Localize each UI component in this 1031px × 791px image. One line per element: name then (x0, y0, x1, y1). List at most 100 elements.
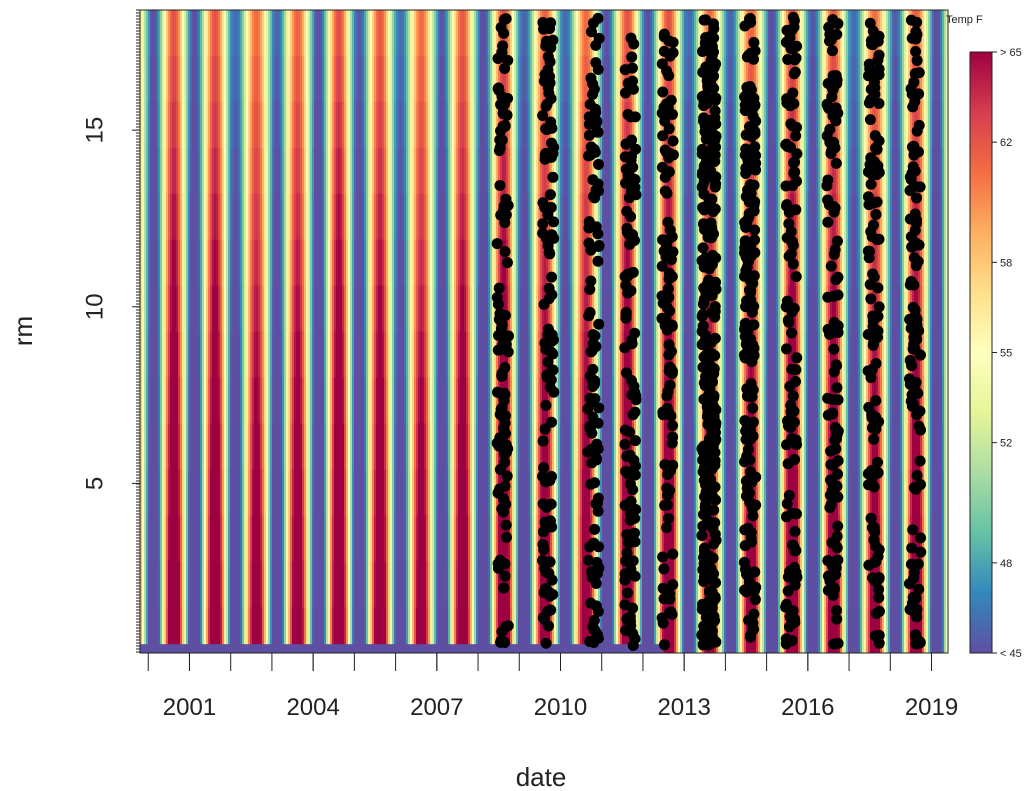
heatmap-cell (570, 423, 573, 470)
heatmap-cell (308, 239, 311, 287)
heatmap-cell (782, 561, 785, 608)
heatmap-cell (558, 55, 561, 103)
heatmap-cell (346, 147, 349, 195)
heatmap-cell (616, 561, 619, 608)
heatmap-cell (698, 193, 701, 241)
heatmap-cell (572, 331, 575, 379)
heatmap-cell (654, 515, 657, 562)
heatmap-cell (536, 147, 539, 195)
heatmap-cell (782, 55, 785, 103)
heatmap-cell (192, 10, 195, 57)
heatmap-cell (850, 469, 853, 516)
heatmap-cell (386, 239, 389, 287)
heatmap-cell (660, 607, 663, 653)
heatmap-cell (248, 193, 251, 241)
heatmap-cell (772, 55, 775, 103)
heatmap-cell (164, 55, 167, 103)
heatmap-cell (318, 469, 321, 516)
heatmap-cell (850, 515, 853, 562)
heatmap-cell (410, 147, 413, 195)
heatmap-cell (254, 377, 257, 424)
heatmap-cell (642, 561, 645, 608)
heatmap-cell (240, 515, 243, 562)
heatmap-cell (396, 285, 399, 333)
heatmap-cell (330, 607, 333, 653)
heatmap-cell (480, 331, 483, 379)
heatmap-cell (462, 561, 465, 608)
heatmap-cell (814, 561, 817, 608)
heatmap-cell (772, 469, 775, 516)
heatmap-cell (338, 469, 341, 516)
heatmap-cell (646, 285, 649, 333)
heatmap-cell (148, 101, 151, 149)
heatmap-cell (300, 55, 303, 103)
heatmap-cell (384, 607, 387, 653)
heatmap-cell (658, 515, 661, 562)
heatmap-cell (572, 607, 575, 653)
heatmap-cell (636, 331, 639, 379)
heatmap-cell (152, 331, 155, 379)
heatmap-cell (442, 285, 445, 333)
heatmap-cell (348, 423, 351, 470)
heatmap-cell (514, 55, 517, 103)
heatmap-cell (364, 193, 367, 241)
heatmap-cell (282, 607, 285, 653)
heatmap-cell (188, 147, 191, 195)
heatmap-cell (744, 515, 747, 562)
heatmap-cell (174, 101, 177, 149)
heatmap-cell (734, 561, 737, 608)
heatmap-cell (606, 423, 609, 470)
heatmap-cell (508, 285, 511, 333)
heatmap-cell (158, 607, 161, 653)
heatmap-cell (246, 469, 249, 516)
heatmap-cell (720, 515, 723, 562)
heatmap-cell (472, 193, 475, 241)
heatmap-cell (274, 55, 277, 103)
heatmap-cell (766, 515, 769, 562)
heatmap-cell (608, 239, 611, 287)
heatmap-cell (338, 285, 341, 333)
heatmap-cell (478, 515, 481, 562)
heatmap-cell (454, 561, 457, 608)
heatmap-cell (294, 10, 297, 57)
heatmap-cell (402, 515, 405, 562)
heatmap-cell (230, 423, 233, 470)
heatmap-cell (572, 239, 575, 287)
heatmap-cell (760, 239, 763, 287)
heatmap-cell (458, 239, 461, 287)
heatmap-cell (234, 193, 237, 241)
heatmap-cell (274, 469, 277, 516)
heatmap-cell (406, 10, 409, 57)
heatmap-cell (218, 423, 221, 470)
heatmap-cell (530, 285, 533, 333)
heatmap-cell (520, 423, 523, 470)
heatmap-cell (218, 10, 221, 57)
heatmap-cell (634, 101, 637, 149)
heatmap-cell (146, 515, 149, 562)
heatmap-cell (604, 285, 607, 333)
heatmap-cell (510, 377, 513, 424)
heatmap-cell (264, 285, 267, 333)
heatmap-cell (726, 239, 729, 287)
heatmap-cell (482, 147, 485, 195)
heatmap-cell (808, 331, 811, 379)
heatmap-cell (174, 377, 177, 424)
heatmap-cell (204, 515, 207, 562)
heatmap-cell (234, 469, 237, 516)
heatmap-cell (412, 239, 415, 287)
heatmap-cell (326, 377, 329, 424)
heatmap-cell (522, 285, 525, 333)
heatmap-cell (176, 423, 179, 470)
heatmap-cell (344, 193, 347, 241)
heatmap-cell (560, 101, 563, 149)
heatmap-cell (278, 607, 281, 653)
heatmap-cell (244, 193, 247, 241)
heatmap-cell (362, 561, 365, 608)
heatmap-cell (576, 193, 579, 241)
heatmap-cell (646, 377, 649, 424)
heatmap-cell (382, 377, 385, 424)
heatmap-cell (380, 239, 383, 287)
heatmap-cell (484, 285, 487, 333)
heatmap-cell (842, 607, 845, 653)
heatmap-cell (218, 469, 221, 516)
